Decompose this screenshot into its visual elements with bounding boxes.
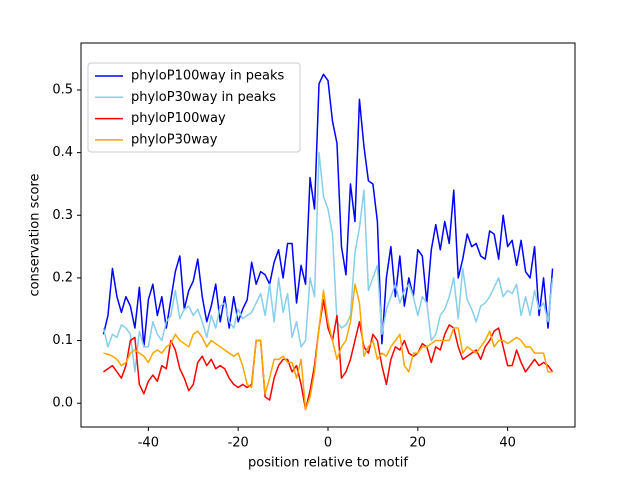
series-line <box>102 73 554 348</box>
x-tick-label: 20 <box>410 436 427 451</box>
series-line <box>103 299 554 411</box>
x-tick-label: 0 <box>324 436 332 451</box>
y-tick-label: 0.4 <box>52 145 73 160</box>
x-tick-label: -20 <box>228 436 249 451</box>
legend-box <box>87 62 301 153</box>
series-line <box>102 151 554 373</box>
x-tick-label: -40 <box>138 436 159 451</box>
y-tick-label: 0.3 <box>52 208 73 223</box>
legend-label: phyloP100way <box>131 111 226 126</box>
legend-label: phyloP30way <box>131 132 218 147</box>
x-axis-label: position relative to motif <box>248 456 408 471</box>
y-tick-label: 0.0 <box>52 396 73 411</box>
legend-label: phyloP30way in peaks <box>131 90 276 105</box>
y-tick-label: 0.2 <box>52 270 73 285</box>
y-tick-label: 0.5 <box>52 82 73 97</box>
series-line <box>103 283 553 411</box>
y-axis-label: conservation score <box>28 173 43 296</box>
legend-label: phyloP100way in peaks <box>131 69 285 84</box>
y-tick-label: 0.1 <box>52 333 73 348</box>
x-tick-label: 40 <box>499 436 516 451</box>
